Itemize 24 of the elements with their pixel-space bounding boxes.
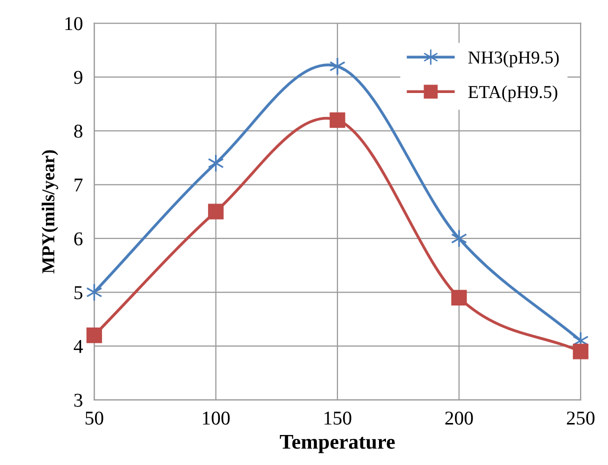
y-tick-label: 7 — [74, 178, 83, 192]
x-tick-label: 200 — [445, 412, 473, 425]
legend-label: NH3(pH9.5) — [468, 50, 559, 68]
y-tick-label: 8 — [74, 124, 82, 138]
point — [450, 229, 468, 248]
y-tick-label: 3 — [74, 394, 82, 407]
y-tick-label: 6 — [74, 232, 83, 246]
y-tick-label: 4 — [74, 340, 83, 353]
point — [329, 57, 346, 76]
x-tick-label: 250 — [566, 412, 594, 425]
point — [86, 328, 102, 344]
x-tick-label: 150 — [324, 412, 352, 425]
legend-label: ETA(pH9.5) — [468, 85, 558, 102]
point — [208, 204, 224, 220]
x-tick-label: 100 — [202, 412, 230, 425]
y-axis-title: MPY(mils/year) — [42, 150, 58, 274]
point — [451, 290, 467, 306]
y-tick-label: 10 — [65, 17, 82, 30]
x-tick-label: 50 — [86, 412, 104, 425]
y-tick-label: 5 — [74, 286, 82, 300]
x-axis-title: Temperature — [280, 435, 395, 454]
point — [572, 344, 588, 360]
point — [330, 112, 346, 128]
y-tick-label: 9 — [74, 70, 82, 84]
